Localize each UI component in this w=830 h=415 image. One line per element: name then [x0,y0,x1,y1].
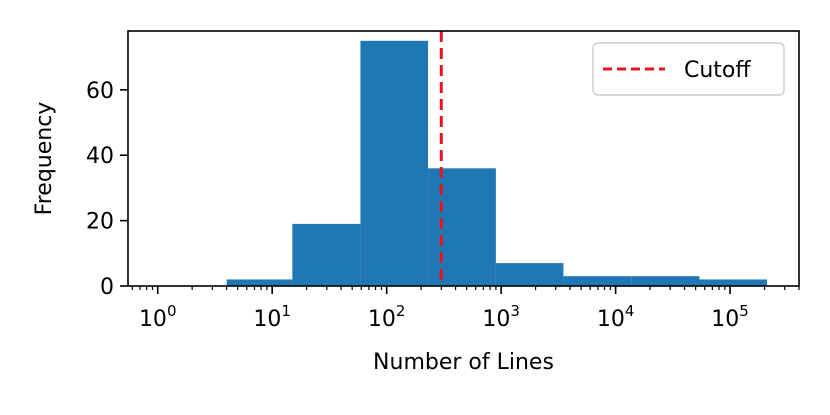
histogram-bar-2 [292,223,361,286]
histogram-bar-6 [563,276,632,286]
histogram-bar-3 [360,40,429,286]
x-axis: 100 101 102 103 104 105 [131,286,800,332]
histogram-bar-8 [699,279,767,286]
y-axis-label: Frequency [32,102,57,216]
y-axis: 0 20 40 60 [86,79,128,300]
histogram-bar-7 [631,276,700,286]
y-tick-label: 0 [100,275,114,300]
y-tick-label: 20 [86,210,114,235]
x-tick-label: 100 [139,302,177,332]
x-tick-label: 105 [711,302,749,332]
x-tick-label: 104 [597,302,635,332]
x-tick-label: 102 [368,302,406,332]
y-tick-label: 40 [86,144,114,169]
legend: Cutoff [592,42,785,96]
x-axis-label: Number of Lines [373,350,554,375]
legend-box [592,42,785,96]
legend-cutoff-label: Cutoff [684,58,751,83]
x-tick-label: 101 [253,302,291,332]
histogram-bar-5 [495,263,564,286]
histogram-bar-1 [226,279,293,286]
plot-frame [127,30,800,287]
bars-layer [226,40,767,286]
histogram-bar-4 [428,168,496,286]
y-tick-label: 60 [86,79,114,104]
x-tick-label: 103 [482,302,520,332]
